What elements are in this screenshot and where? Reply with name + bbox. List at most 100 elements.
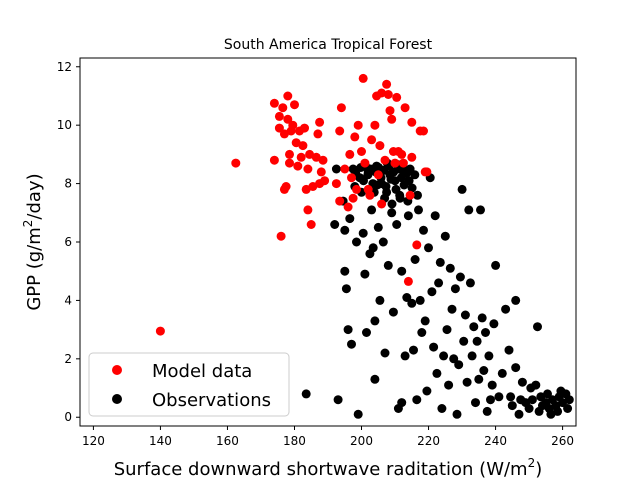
observations-point	[469, 322, 479, 332]
model-data-point	[293, 161, 303, 171]
observations-point	[383, 260, 393, 270]
observations-point	[403, 211, 413, 221]
model-data-point	[382, 79, 392, 89]
model-data-point	[377, 88, 387, 98]
y-tick-label: 0	[64, 410, 72, 424]
observations-point	[481, 328, 490, 337]
model-data-point	[385, 106, 395, 116]
observations-point	[437, 404, 447, 413]
observations-point	[507, 401, 517, 411]
observations-point	[422, 386, 432, 396]
observations-point	[370, 316, 380, 326]
model-data-point	[290, 100, 299, 110]
observations-point	[432, 368, 442, 378]
observations-point	[472, 336, 482, 346]
observations-point	[352, 237, 361, 247]
observations-point	[400, 351, 410, 361]
observations-point	[477, 313, 487, 323]
observations-point	[331, 164, 341, 174]
observations-point	[563, 404, 573, 413]
observations-point	[387, 208, 397, 218]
model-data-point	[367, 135, 377, 145]
observations-point	[409, 345, 418, 355]
observations-point	[362, 328, 371, 337]
observations-point	[375, 295, 385, 305]
x-tick-label: 180	[283, 434, 306, 448]
model-data-point	[373, 170, 383, 180]
observations-point	[410, 255, 420, 264]
y-tick-label: 2	[64, 352, 72, 366]
x-tick-label: 160	[216, 434, 239, 448]
observations-point	[497, 368, 507, 378]
observations-point	[479, 366, 489, 375]
observations-point	[367, 205, 377, 215]
observations-point	[517, 377, 527, 387]
legend-label-observations: Observations	[152, 390, 271, 411]
observations-point	[491, 260, 501, 270]
observations-point	[330, 220, 340, 229]
model-data-point	[274, 111, 284, 121]
observations-point	[424, 243, 433, 253]
model-data-point	[383, 90, 393, 99]
model-data-point	[296, 152, 306, 162]
observations-point	[407, 183, 417, 193]
model-data-point	[345, 149, 355, 159]
model-data-point	[403, 276, 413, 286]
observations-point	[527, 395, 537, 405]
observations-point	[486, 395, 495, 405]
observations-point	[442, 325, 452, 335]
observations-point	[467, 351, 477, 361]
model-data-point	[335, 196, 345, 206]
model-data-point	[352, 184, 361, 194]
observations-point	[494, 392, 504, 402]
observations-point	[368, 243, 378, 253]
observations-point	[381, 182, 391, 191]
model-data-point	[400, 103, 410, 113]
model-data-point	[348, 193, 358, 203]
model-data-point	[231, 158, 241, 168]
observations-point	[487, 380, 497, 390]
x-tick-label: 200	[350, 434, 373, 448]
model-data-point	[358, 73, 368, 83]
model-data-point	[306, 220, 316, 229]
x-tick-label: 140	[149, 434, 172, 448]
observations-point	[341, 284, 351, 294]
observations-point	[482, 406, 492, 416]
y-axis-label-superscript: 2	[21, 220, 35, 228]
model-data-point	[285, 149, 294, 159]
observations-point	[340, 266, 350, 276]
model-data-point	[370, 120, 380, 130]
model-data-point	[390, 158, 400, 168]
x-axis-ticks: 120 140 160 180 200 220 240 260	[82, 426, 574, 448]
observations-point	[415, 295, 425, 305]
legend: Model data Observations	[88, 352, 290, 417]
observations-point	[457, 184, 467, 194]
model-data-point	[380, 155, 390, 165]
model-data-point	[303, 164, 313, 174]
model-data-point	[357, 147, 366, 156]
model-data-point	[398, 158, 408, 168]
observations-point	[511, 363, 521, 373]
model-data-point	[392, 92, 402, 102]
observations-point	[434, 278, 444, 288]
observations-point	[445, 263, 455, 273]
observations-point	[404, 176, 414, 186]
observations-point	[450, 284, 460, 294]
observations-point	[427, 287, 437, 297]
observations-point	[435, 257, 445, 267]
observations-point	[387, 199, 397, 209]
model-data-point	[269, 155, 279, 165]
observations-point	[447, 304, 457, 314]
observations-point	[471, 398, 480, 408]
model-data-point	[276, 231, 286, 241]
observations-point	[301, 389, 311, 399]
observations-point	[464, 205, 474, 215]
model-data-point	[377, 199, 387, 209]
model-data-point	[387, 114, 397, 124]
observations-point	[462, 377, 472, 387]
model-data-point	[419, 126, 428, 136]
observations-point	[401, 168, 411, 178]
observations-point	[373, 222, 383, 232]
model-data-point	[397, 149, 407, 159]
